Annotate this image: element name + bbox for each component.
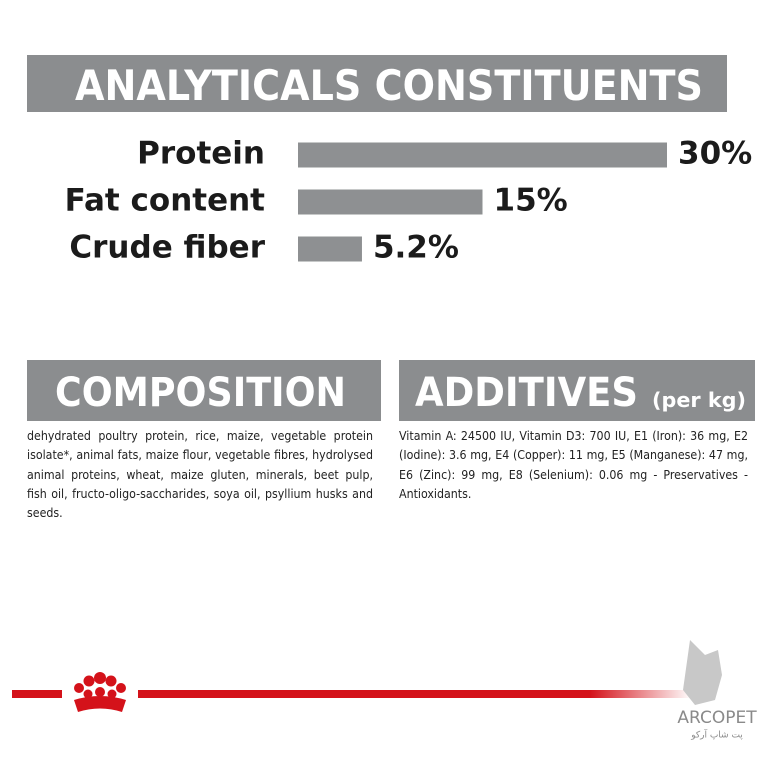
chart-title: ANALYTICALS CONSTITUENTS [75, 61, 703, 110]
bar [298, 189, 483, 215]
red-stripe [12, 690, 692, 698]
value-label: 5.2% [373, 230, 459, 266]
composition-banner [27, 360, 381, 421]
footer: ARCOPET پت شاپ آرکو [12, 640, 757, 741]
composition-title: COMPOSITION [55, 370, 346, 416]
additives-banner [399, 360, 755, 421]
crown-logo [74, 672, 126, 712]
additives-title: ADDITIVES [415, 370, 638, 416]
value-label: 15% [494, 183, 568, 219]
bar [298, 236, 362, 262]
additives-unit: (per kg) [652, 388, 746, 412]
category-label: Crude fiber [69, 230, 265, 266]
additives-text: Vitamin A: 24500 IU, Vitamin D3: 700 IU,… [399, 429, 748, 501]
bar [298, 142, 667, 168]
watermark-brand: ARCOPET [677, 708, 757, 728]
watermark-subtitle: پت شاپ آرکو [690, 729, 743, 741]
watermark-icon [683, 640, 722, 705]
value-label: 30% [678, 136, 752, 172]
category-label: Fat content [65, 183, 266, 219]
composition-text: dehydrated poultry protein, rice, maize,… [27, 429, 373, 521]
category-label: Protein [137, 136, 265, 172]
title-banner [27, 55, 727, 112]
